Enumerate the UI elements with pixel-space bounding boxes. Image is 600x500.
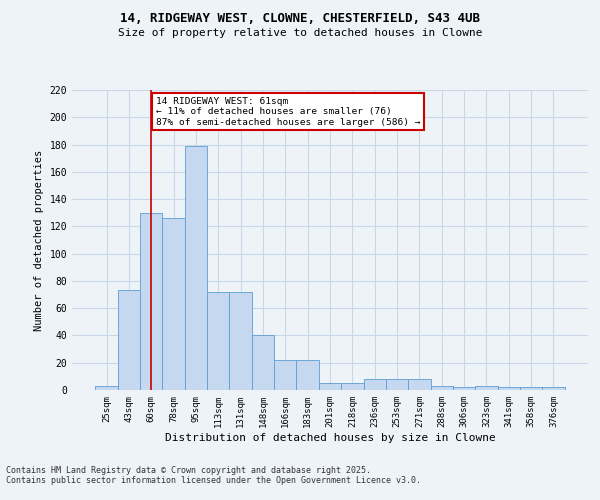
Bar — [207, 292, 229, 390]
Bar — [296, 360, 319, 390]
Bar — [520, 388, 542, 390]
Bar — [497, 388, 520, 390]
Text: Contains HM Land Registry data © Crown copyright and database right 2025.
Contai: Contains HM Land Registry data © Crown c… — [6, 466, 421, 485]
Bar — [386, 379, 408, 390]
Bar — [163, 218, 185, 390]
Bar — [95, 386, 118, 390]
Bar — [118, 290, 140, 390]
Bar — [408, 379, 431, 390]
Y-axis label: Number of detached properties: Number of detached properties — [34, 150, 44, 330]
Bar — [542, 388, 565, 390]
Bar — [364, 379, 386, 390]
Bar — [185, 146, 207, 390]
Text: 14 RIDGEWAY WEST: 61sqm
← 11% of detached houses are smaller (76)
87% of semi-de: 14 RIDGEWAY WEST: 61sqm ← 11% of detache… — [156, 97, 420, 126]
Bar — [319, 383, 341, 390]
Bar — [453, 388, 475, 390]
Bar — [431, 386, 453, 390]
Bar — [229, 292, 252, 390]
Bar — [341, 383, 364, 390]
Bar — [475, 386, 497, 390]
X-axis label: Distribution of detached houses by size in Clowne: Distribution of detached houses by size … — [164, 432, 496, 442]
Bar — [140, 212, 163, 390]
Bar — [274, 360, 296, 390]
Text: Size of property relative to detached houses in Clowne: Size of property relative to detached ho… — [118, 28, 482, 38]
Text: 14, RIDGEWAY WEST, CLOWNE, CHESTERFIELD, S43 4UB: 14, RIDGEWAY WEST, CLOWNE, CHESTERFIELD,… — [120, 12, 480, 26]
Bar — [252, 336, 274, 390]
